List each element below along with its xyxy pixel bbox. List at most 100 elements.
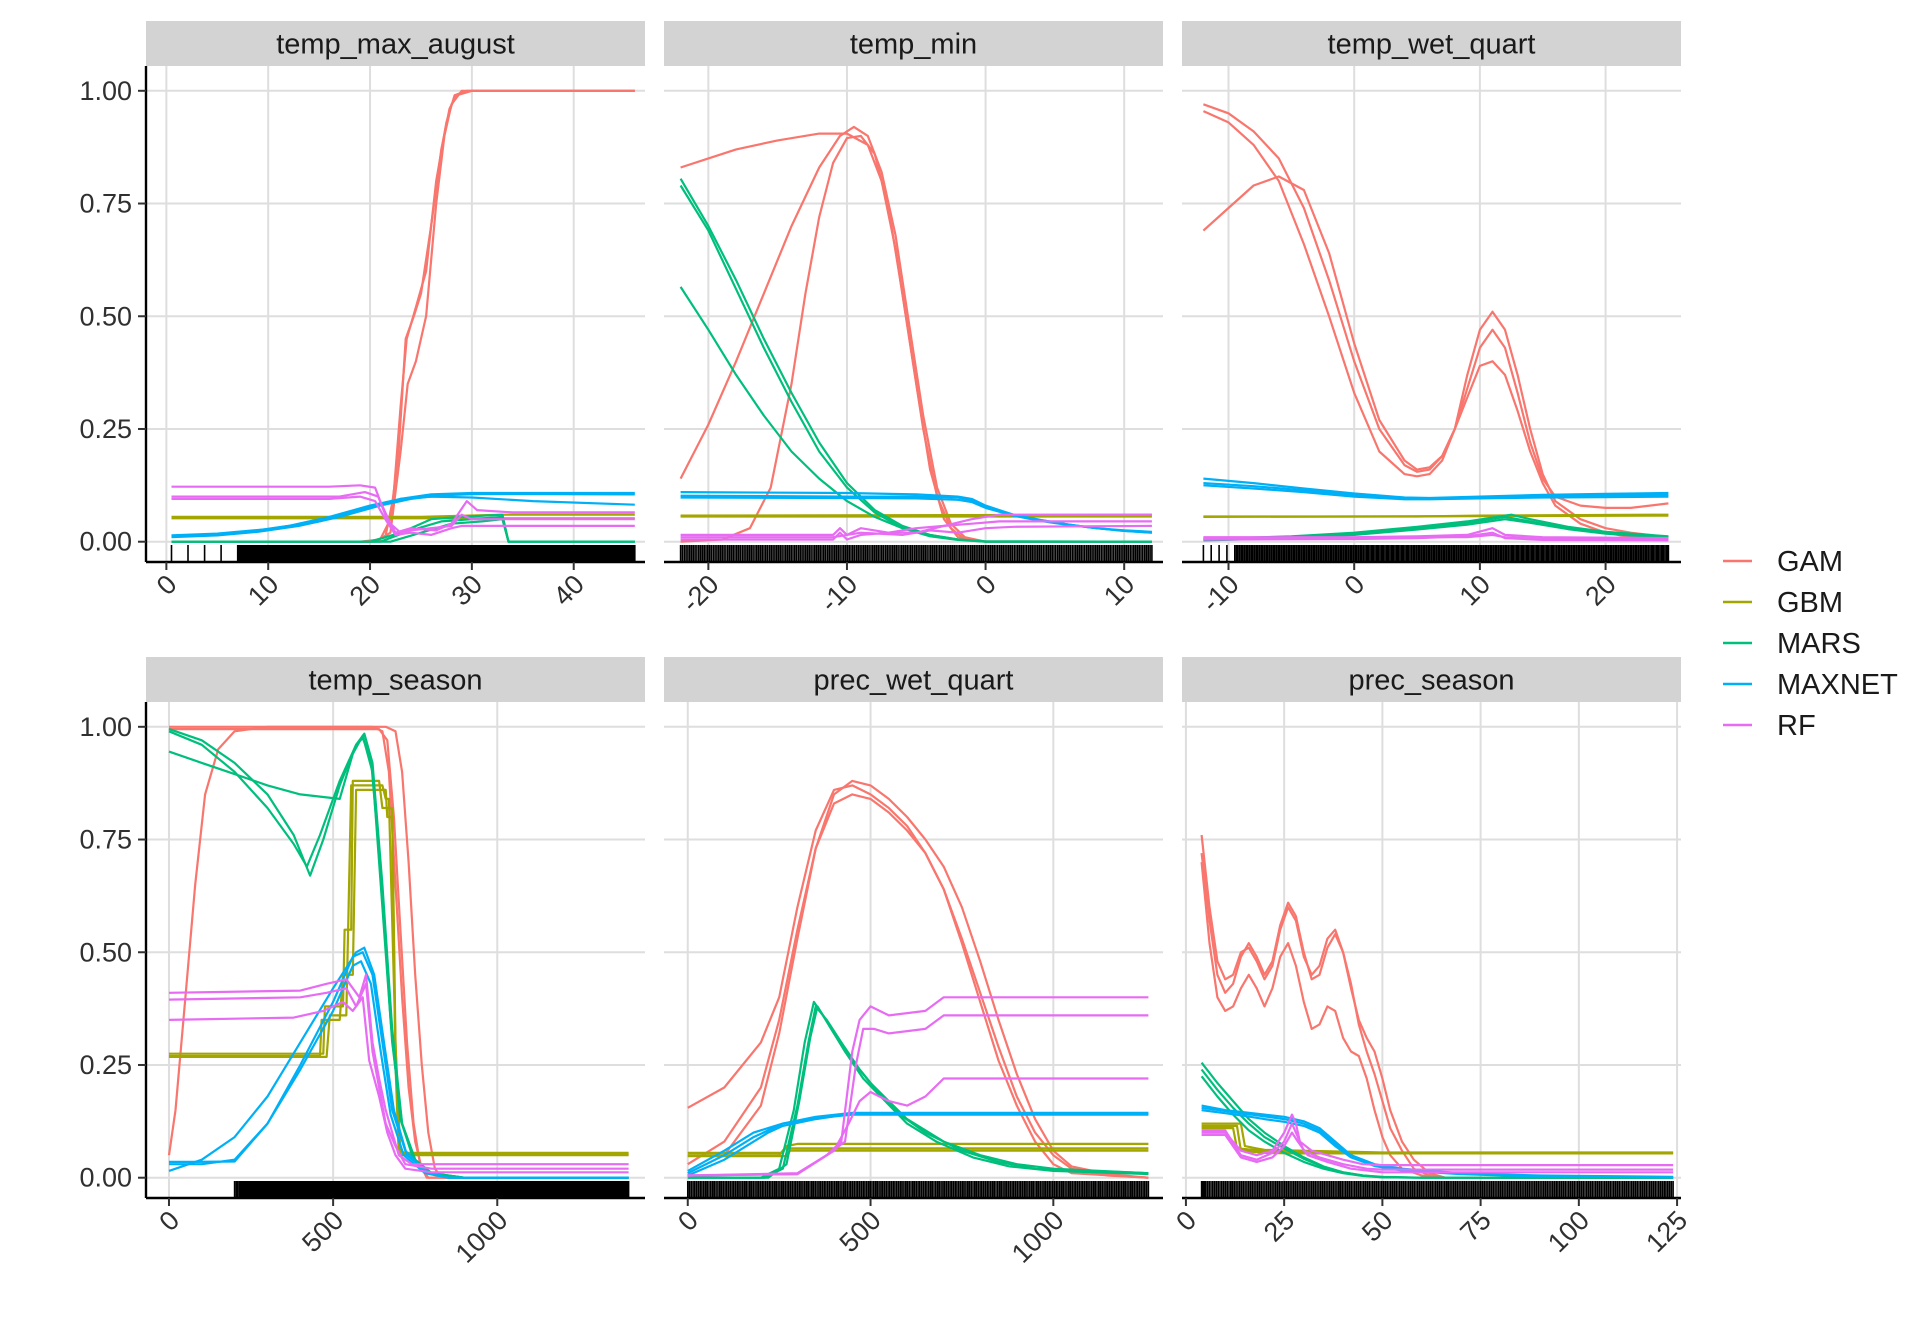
y-tick-label: 0.00 <box>79 527 132 557</box>
series-line-maxnet <box>1203 484 1669 501</box>
series-line-gam <box>1200 852 1674 1179</box>
series-line-gam <box>1200 861 1674 1179</box>
rug-marks <box>233 1181 630 1198</box>
facet-panel: temp_min -20 -10 0 10 <box>664 21 1163 618</box>
series-line-gam <box>687 793 1149 1179</box>
series-line-maxnet <box>687 1113 1149 1172</box>
series-line-rf <box>171 495 635 536</box>
y-tick-label: 0.75 <box>79 825 132 855</box>
series-line-gam <box>171 89 635 543</box>
series-line-mars <box>1200 1075 1674 1179</box>
series-line-gbm <box>687 1142 1149 1154</box>
x-tick-label: -10 <box>1196 569 1245 618</box>
x-tick-label: 10 <box>1454 569 1496 611</box>
series-line-gam <box>687 779 1149 1179</box>
rug-marks <box>170 545 636 562</box>
rug-marks <box>1202 545 1670 562</box>
y-tick-label: 0.00 <box>79 1163 132 1193</box>
y-tick-label: 0.50 <box>79 937 132 967</box>
series-line-maxnet <box>680 496 1152 533</box>
series-line-rf <box>687 1077 1149 1177</box>
series-line-gbm <box>1203 514 1669 518</box>
x-tick-label: 75 <box>1454 1205 1496 1247</box>
x-tick-label: 1000 <box>1006 1205 1070 1269</box>
facet-panel: temp_wet_quart -10 0 10 20 <box>1182 21 1681 618</box>
series-line-gam <box>167 725 629 1179</box>
facet-strip <box>664 21 1163 66</box>
x-tick-label: 500 <box>834 1205 887 1258</box>
series-line-mars <box>1200 1068 1674 1179</box>
series-line-gam <box>687 784 1149 1179</box>
facet-strip <box>664 657 1163 702</box>
facet-title: prec_season <box>1348 665 1514 697</box>
series-line-rf <box>1201 1131 1674 1174</box>
x-tick-label: 30 <box>446 569 488 611</box>
x-tick-label: -20 <box>676 569 725 618</box>
x-tick-label: 50 <box>1356 1205 1398 1247</box>
series-line-rf <box>1203 533 1669 541</box>
facet-title: temp_min <box>850 29 977 61</box>
legend-label: GAM <box>1777 546 1843 578</box>
rug-marks <box>687 1181 1150 1198</box>
facet-panel: temp_max_august 0.00 0.25 0.50 0.75 1.00 0 10 20… <box>79 21 645 611</box>
y-tick-label: 1.00 <box>79 76 132 106</box>
series-line-rf <box>680 513 1152 536</box>
series-line-gbm <box>171 513 635 518</box>
y-tick-label: 0.25 <box>79 414 132 444</box>
x-tick-label: 500 <box>296 1205 349 1258</box>
series-line-rf <box>171 484 635 534</box>
x-tick-label: 100 <box>1542 1205 1595 1258</box>
series-line-gam <box>679 125 1152 543</box>
series-line-gam <box>1200 834 1674 1179</box>
series-line-rf <box>168 973 629 1166</box>
legend-label: MAXNET <box>1777 669 1898 701</box>
facet-panel: prec_wet_quart 0 500 1000 <box>664 657 1163 1269</box>
x-tick-label: 0 <box>1339 569 1371 601</box>
facet-strip <box>146 21 645 66</box>
series-line-rf <box>168 996 629 1174</box>
series-line-gam <box>1202 175 1669 541</box>
series-line-maxnet <box>1201 1109 1674 1179</box>
x-tick-label: 40 <box>547 569 589 611</box>
series-line-mars <box>679 286 1152 543</box>
series-line-gbm <box>1201 1127 1674 1154</box>
legend-label: GBM <box>1777 587 1843 619</box>
series-line-gam <box>1203 103 1669 509</box>
series-line-mars <box>1203 513 1669 541</box>
facet-panel: prec_season 0 25 50 75 100 125 <box>1170 657 1693 1258</box>
facet-title: temp_season <box>308 665 482 697</box>
x-tick-label: 10 <box>1098 569 1140 611</box>
facet-strip <box>1182 657 1681 702</box>
facet-title: prec_wet_quart <box>814 665 1014 697</box>
y-tick-label: 0.50 <box>79 301 132 331</box>
series-line-rf <box>1201 1113 1674 1167</box>
rug-marks <box>1200 1181 1674 1198</box>
rug-marks <box>679 545 1153 562</box>
x-tick-label: 0 <box>153 1205 185 1237</box>
series-line-gam <box>680 132 1152 543</box>
x-tick-label: 25 <box>1258 1205 1300 1247</box>
series-line-mars <box>171 518 635 543</box>
y-tick-label: 1.00 <box>79 712 132 742</box>
y-tick-label: 0.75 <box>79 189 132 219</box>
y-tick-label: 0.25 <box>79 1050 132 1080</box>
series-line-rf <box>680 520 1152 541</box>
facet-panel: temp_season 0.00 0.25 0.50 0.75 1.00 0 500 1000 <box>79 657 645 1269</box>
legend-label: MARS <box>1777 628 1861 660</box>
legend-label: RF <box>1777 710 1816 742</box>
x-tick-label: 0 <box>1170 1205 1202 1237</box>
series-line-rf <box>171 491 635 534</box>
series-line-rf <box>1201 1122 1674 1171</box>
x-tick-label: 125 <box>1640 1205 1693 1258</box>
x-tick-label: 10 <box>242 569 284 611</box>
series-line-mars <box>687 1005 1149 1179</box>
facet-title: temp_wet_quart <box>1328 29 1536 61</box>
series-line-mars <box>687 1005 1149 1179</box>
series-line-gam <box>680 134 1152 543</box>
x-tick-label: 0 <box>151 569 183 601</box>
legend: GAM GBM MARS MAXNET RF <box>1723 546 1898 742</box>
x-tick-label: 20 <box>1579 569 1621 611</box>
facet-strip <box>146 657 645 702</box>
x-tick-label: 20 <box>344 569 386 611</box>
x-tick-label: -10 <box>814 569 863 618</box>
